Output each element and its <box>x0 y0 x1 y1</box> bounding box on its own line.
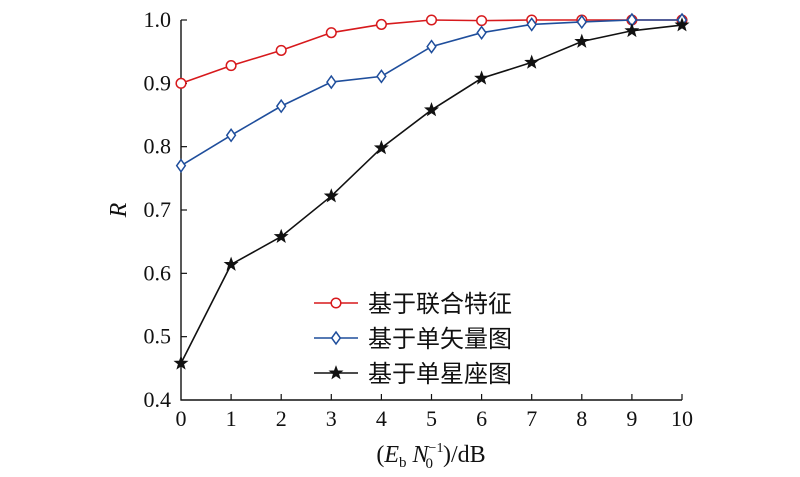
series-3 <box>173 17 690 370</box>
legend-label: 基于单星座图 <box>368 360 512 388</box>
data-point <box>326 74 337 90</box>
legend-label: 基于单矢量图 <box>368 325 512 353</box>
x-axis-title-open: ( <box>376 442 384 468</box>
data-point <box>674 17 690 32</box>
y-tick-label: 0.6 <box>144 260 172 285</box>
data-point <box>424 102 439 117</box>
y-tick-label: 0.5 <box>144 324 172 349</box>
legend-swatch-marker <box>328 365 344 380</box>
data-point <box>375 18 387 30</box>
y-tick-label: 0.4 <box>144 387 172 412</box>
data-point <box>373 140 389 155</box>
y-tick-label: 0.9 <box>144 70 172 95</box>
x-tick-label: 1 <box>226 406 237 431</box>
y-tick-label: 1.0 <box>144 7 172 32</box>
x-tick-label: 2 <box>276 406 287 431</box>
legend-item: 基于单矢量图 <box>314 325 512 353</box>
data-point <box>576 14 588 30</box>
legend-swatch-marker <box>330 297 342 309</box>
x-tick-label: 6 <box>476 406 487 431</box>
legend-label: 基于联合特征 <box>368 290 512 318</box>
x-tick-label: 7 <box>526 406 537 431</box>
y-tick-label: 0.7 <box>144 197 172 222</box>
series-2 <box>175 12 688 173</box>
data-point <box>426 39 437 54</box>
x-axis-title: (Eb N−1 0 )/dB <box>376 441 485 472</box>
legend-swatch-marker <box>330 330 342 346</box>
x-axis-title-n: N <box>412 442 431 468</box>
data-point <box>273 228 289 243</box>
x-tick-label: 3 <box>326 406 337 431</box>
data-point <box>526 17 537 32</box>
legend-item: 基于联合特征 <box>314 290 512 318</box>
axes: 0 1 2 3 4 5 6 7 8 9 10 0.4 0.5 0.6 0.7 0.8 0.9 1.0 <box>144 7 694 431</box>
y-tick-label: 0.8 <box>144 134 172 159</box>
data-point <box>476 15 488 27</box>
data-point <box>425 14 438 26</box>
data-point <box>175 77 187 89</box>
data-point <box>225 60 237 72</box>
x-tick-label: 10 <box>671 406 693 431</box>
x-tick-label: 5 <box>426 406 437 431</box>
data-point <box>223 256 239 271</box>
x-axis-title-close: )/dB <box>443 442 486 468</box>
legend-item: 基于单星座图 <box>314 360 512 388</box>
series-lines <box>173 12 690 370</box>
data-point <box>325 27 337 39</box>
data-point <box>524 54 540 69</box>
data-point <box>175 158 187 173</box>
data-point <box>173 355 189 370</box>
x-tick-label: 9 <box>626 406 637 431</box>
data-point <box>474 70 490 85</box>
data-point <box>476 25 487 40</box>
x-tick-label: 4 <box>376 406 387 431</box>
x-tick-label: 8 <box>576 406 587 431</box>
data-point <box>275 44 287 56</box>
data-point <box>323 188 339 203</box>
data-point <box>376 69 387 84</box>
x-axis-title-n-sub: 0 <box>425 456 433 472</box>
x-tick-label: 0 <box>176 406 187 431</box>
y-axis-title: R <box>106 202 132 218</box>
x-axis-title-e-sub: b <box>399 455 407 471</box>
data-point <box>275 98 287 114</box>
data-point <box>624 22 640 38</box>
data-point <box>225 127 237 143</box>
data-point <box>574 33 590 48</box>
x-axis-title-e: E <box>383 442 399 468</box>
x-axis-title-n-sup: −1 <box>429 441 444 456</box>
